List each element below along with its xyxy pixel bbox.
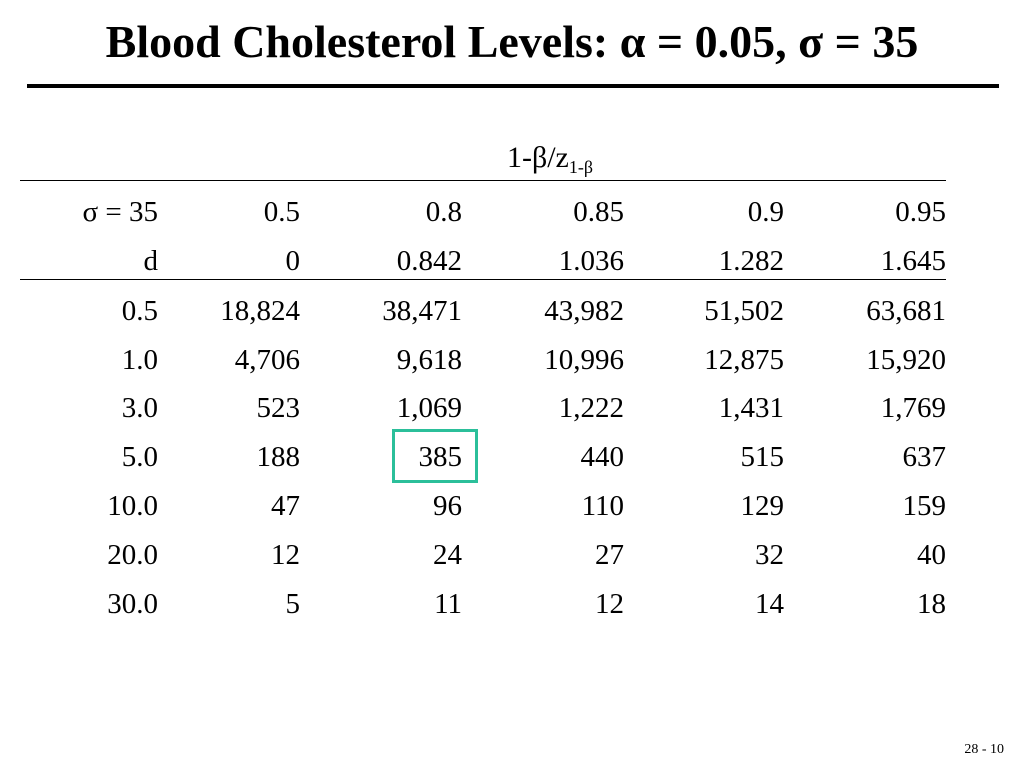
row-label: 20.0	[107, 539, 158, 571]
table-cell: 18,824	[220, 295, 300, 327]
table-cell: 18	[917, 588, 946, 620]
highlighted-cell: 385	[418, 441, 463, 473]
table-cell: 1,069	[396, 392, 462, 424]
power-cell: 0.95	[895, 196, 946, 228]
table-cell: 43,982	[544, 295, 624, 327]
table-cell: 1,222	[558, 392, 624, 424]
table-row: 0.5 18,824 38,471 43,982 51,502 63,681	[0, 291, 1024, 331]
header-subscript: 1-β	[568, 157, 594, 177]
table-row: 1.0 4,706 9,618 10,996 12,875 15,920	[0, 340, 1024, 380]
z-cell: 1.282	[718, 245, 784, 277]
row-label: 30.0	[107, 588, 158, 620]
table-cell: 47	[271, 490, 300, 522]
z-cell: 1.036	[558, 245, 624, 277]
header-main-text: 1-β/z	[506, 141, 569, 174]
power-cell: 0.85	[573, 196, 624, 228]
z-cell: 0.842	[396, 245, 462, 277]
table-cell: 12	[271, 539, 300, 571]
table-cell: 1,769	[880, 392, 946, 424]
table-cell: 63,681	[866, 295, 946, 327]
table-cell: 4,706	[234, 344, 300, 376]
table-cell: 188	[256, 441, 301, 473]
table-row: 3.0 523 1,069 1,222 1,431 1,769	[0, 388, 1024, 428]
power-cell: 0.5	[263, 196, 300, 228]
table-row: 20.0 12 24 27 32 40	[0, 535, 1024, 575]
table-cell: 12	[595, 588, 624, 620]
table-header-rule	[20, 279, 946, 280]
row-label: 10.0	[107, 490, 158, 522]
table-cell: 24	[433, 539, 462, 571]
z-cell: 1.645	[880, 245, 946, 277]
highlight-box	[392, 429, 478, 483]
table-row: 5.0 188 385 440 515 637	[0, 437, 1024, 477]
z-row-label: d	[143, 245, 159, 277]
table-row: 30.0 5 11 12 14 18	[0, 584, 1024, 624]
table-cell: 110	[581, 490, 624, 522]
power-cell: 0.8	[425, 196, 462, 228]
row-label: 3.0	[121, 392, 158, 424]
table-cell: 129	[740, 490, 785, 522]
table-cell: 5	[285, 588, 301, 620]
table-cell: 51,502	[704, 295, 784, 327]
table-cell: 12,875	[704, 344, 784, 376]
table-cell: 159	[902, 490, 947, 522]
table-cell: 637	[902, 441, 947, 473]
table-column-header: 1-β/z1-β	[440, 140, 660, 185]
table-cell: 15,920	[866, 344, 946, 376]
title-divider	[27, 84, 999, 88]
z-value-row: d 0 0.842 1.036 1.282 1.645	[0, 241, 1024, 281]
power-cell: 0.9	[747, 196, 784, 228]
z-cell: 0	[285, 245, 301, 277]
table-cell: 27	[595, 539, 624, 571]
power-row-label: σ = 35	[82, 196, 159, 228]
power-row: σ = 35 0.5 0.8 0.85 0.9 0.95	[0, 192, 1024, 232]
table-cell: 10,996	[544, 344, 624, 376]
table-cell: 40	[917, 539, 946, 571]
table-cell: 523	[256, 392, 301, 424]
table-cell: 14	[755, 588, 784, 620]
page-number: 28 - 10	[964, 742, 1004, 757]
row-label: 5.0	[121, 441, 158, 473]
table-cell: 440	[580, 441, 625, 473]
table-cell: 11	[434, 588, 462, 620]
slide-title: Blood Cholesterol Levels: α = 0.05, σ = …	[105, 16, 919, 67]
row-label: 0.5	[121, 295, 158, 327]
table-cell: 1,431	[718, 392, 784, 424]
table-cell: 38,471	[382, 295, 462, 327]
table-top-rule	[20, 180, 946, 181]
table-cell: 9,618	[396, 344, 462, 376]
table-row: 10.0 47 96 110 129 159	[0, 486, 1024, 526]
row-label: 1.0	[121, 344, 158, 376]
table-cell: 32	[755, 539, 784, 571]
table-cell: 96	[433, 490, 462, 522]
table-cell: 515	[740, 441, 785, 473]
